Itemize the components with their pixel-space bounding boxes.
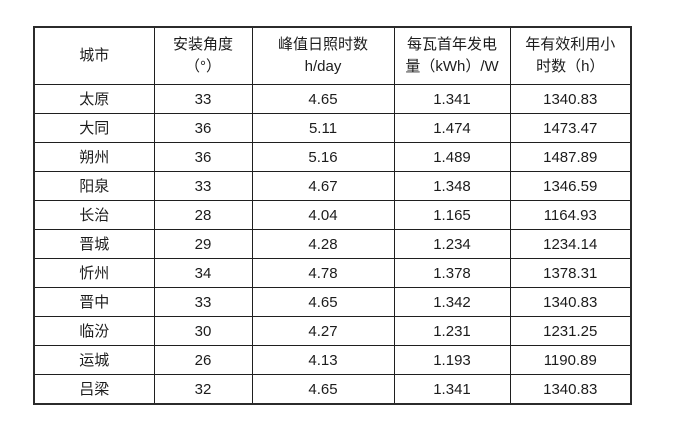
cell-first-year-generation-per-watt: 1.341 xyxy=(393,374,511,405)
table-row: 长治 28 4.04 1.165 1164.93 xyxy=(33,200,632,230)
table-row: 临汾 30 4.27 1.231 1231.25 xyxy=(33,316,632,346)
cell-peak-sun-hours: 4.78 xyxy=(251,258,395,288)
city-cell: 忻州 xyxy=(33,258,155,288)
cell-peak-sun-hours: 4.13 xyxy=(251,345,395,375)
table-header-row: 城市 安装角度 （°） 峰值日照时数 h/day 每瓦首年发电 量（kWh）/W 年有效… xyxy=(33,26,632,85)
city-cell: 晋城 xyxy=(33,229,155,259)
table-row: 晋中 33 4.65 1.342 1340.83 xyxy=(33,287,632,317)
city-cell: 晋中 xyxy=(33,287,155,317)
cell-first-year-generation-per-watt: 1.165 xyxy=(393,200,511,230)
column-header-annual-effective-hours: 年有效利用小 时数（h） xyxy=(509,26,632,85)
cell-annual-effective-hours: 1473.47 xyxy=(509,113,632,143)
city-cell: 长治 xyxy=(33,200,155,230)
cell-first-year-generation-per-watt: 1.231 xyxy=(393,316,511,346)
city-cell: 朔州 xyxy=(33,142,155,172)
cell-peak-sun-hours: 4.65 xyxy=(251,374,395,405)
cell-install-angle-deg: 28 xyxy=(153,200,253,230)
cell-first-year-generation-per-watt: 1.341 xyxy=(393,84,511,114)
cell-peak-sun-hours: 5.11 xyxy=(251,113,395,143)
cell-peak-sun-hours: 4.65 xyxy=(251,84,395,114)
cell-first-year-generation-per-watt: 1.234 xyxy=(393,229,511,259)
table-header: 城市 安装角度 （°） 峰值日照时数 h/day 每瓦首年发电 量（kWh）/W 年有效… xyxy=(33,26,632,85)
cell-install-angle-deg: 36 xyxy=(153,113,253,143)
column-header-city: 城市 xyxy=(33,26,155,85)
cell-annual-effective-hours: 1487.89 xyxy=(509,142,632,172)
table-row: 太原 33 4.65 1.341 1340.83 xyxy=(33,84,632,114)
city-cell: 吕梁 xyxy=(33,374,155,405)
cell-peak-sun-hours: 4.27 xyxy=(251,316,395,346)
cell-install-angle-deg: 33 xyxy=(153,287,253,317)
cell-annual-effective-hours: 1340.83 xyxy=(509,287,632,317)
city-cell: 运城 xyxy=(33,345,155,375)
column-header-peak-sun-hours: 峰值日照时数 h/day xyxy=(251,26,395,85)
cell-annual-effective-hours: 1190.89 xyxy=(509,345,632,375)
cell-first-year-generation-per-watt: 1.342 xyxy=(393,287,511,317)
cell-peak-sun-hours: 4.28 xyxy=(251,229,395,259)
city-cell: 大同 xyxy=(33,113,155,143)
cell-annual-effective-hours: 1378.31 xyxy=(509,258,632,288)
city-cell: 阳泉 xyxy=(33,171,155,201)
table-row: 朔州 36 5.16 1.489 1487.89 xyxy=(33,142,632,172)
cell-install-angle-deg: 29 xyxy=(153,229,253,259)
cell-install-angle-deg: 32 xyxy=(153,374,253,405)
cell-install-angle-deg: 36 xyxy=(153,142,253,172)
cell-install-angle-deg: 26 xyxy=(153,345,253,375)
cell-peak-sun-hours: 4.67 xyxy=(251,171,395,201)
cell-install-angle-deg: 34 xyxy=(153,258,253,288)
table-row: 阳泉 33 4.67 1.348 1346.59 xyxy=(33,171,632,201)
solar-city-data-table: 城市 安装角度 （°） 峰值日照时数 h/day 每瓦首年发电 量（kWh）/W 年有效… xyxy=(33,26,632,405)
cell-install-angle-deg: 30 xyxy=(153,316,253,346)
cell-peak-sun-hours: 5.16 xyxy=(251,142,395,172)
table-row: 大同 36 5.11 1.474 1473.47 xyxy=(33,113,632,143)
table-body: 太原 33 4.65 1.341 1340.83 大同 36 5.11 1.474 1473.47… xyxy=(33,84,632,405)
cell-peak-sun-hours: 4.65 xyxy=(251,287,395,317)
cell-first-year-generation-per-watt: 1.378 xyxy=(393,258,511,288)
cell-annual-effective-hours: 1164.93 xyxy=(509,200,632,230)
table-row: 晋城 29 4.28 1.234 1234.14 xyxy=(33,229,632,259)
cell-annual-effective-hours: 1231.25 xyxy=(509,316,632,346)
cell-first-year-generation-per-watt: 1.474 xyxy=(393,113,511,143)
cell-annual-effective-hours: 1340.83 xyxy=(509,374,632,405)
cell-install-angle-deg: 33 xyxy=(153,171,253,201)
cell-annual-effective-hours: 1234.14 xyxy=(509,229,632,259)
table-row: 忻州 34 4.78 1.378 1378.31 xyxy=(33,258,632,288)
city-cell: 太原 xyxy=(33,84,155,114)
cell-annual-effective-hours: 1346.59 xyxy=(509,171,632,201)
cell-first-year-generation-per-watt: 1.193 xyxy=(393,345,511,375)
column-header-first-year-generation-per-watt: 每瓦首年发电 量（kWh）/W xyxy=(393,26,511,85)
cell-annual-effective-hours: 1340.83 xyxy=(509,84,632,114)
table-row: 运城 26 4.13 1.193 1190.89 xyxy=(33,345,632,375)
cell-install-angle-deg: 33 xyxy=(153,84,253,114)
column-header-install-angle-deg: 安装角度 （°） xyxy=(153,26,253,85)
cell-first-year-generation-per-watt: 1.489 xyxy=(393,142,511,172)
cell-first-year-generation-per-watt: 1.348 xyxy=(393,171,511,201)
table-row: 吕梁 32 4.65 1.341 1340.83 xyxy=(33,374,632,405)
cell-peak-sun-hours: 4.04 xyxy=(251,200,395,230)
city-cell: 临汾 xyxy=(33,316,155,346)
